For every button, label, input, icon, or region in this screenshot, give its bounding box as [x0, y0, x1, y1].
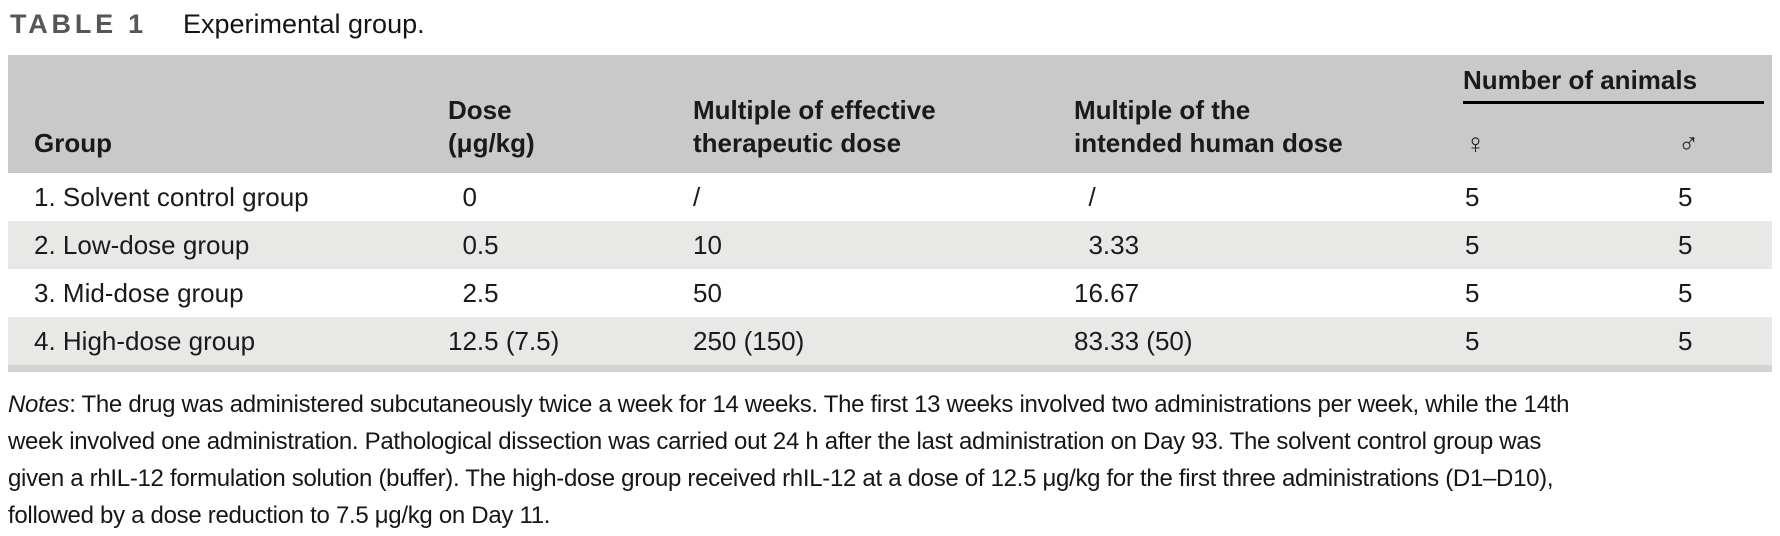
note-line: given a rhIL-12 formulation solution (bu… [8, 465, 1554, 492]
table-number-label: TABLE 1 [10, 9, 147, 39]
note-text: The drug was administered subcutaneously… [81, 391, 1570, 418]
table-title: TABLE 1 Experimental group. [0, 0, 1780, 41]
table-body: 1. Solvent control group 0//5 5 2. Low-dose… [8, 173, 1772, 369]
table-header: Group Dose (μg/kg) Multiple of effective… [8, 55, 1772, 173]
cell-male-count: 5 [1668, 317, 1772, 369]
cell-multiple-human: / [1066, 173, 1455, 221]
table-caption: Experimental group. [182, 9, 425, 39]
note-line: Notes: The drug was administered subcuta… [8, 386, 1780, 423]
table-row: 4. High-dose group 12.5 (7.5) 250 (150) 83.… [8, 317, 1772, 369]
column-header-number-of-animals: Number of animals [1455, 55, 1772, 117]
cell-female-count: 5 [1455, 317, 1668, 369]
table-row: 3. Mid-dose group 2.5 50 16.67 5 5 [8, 269, 1772, 317]
cell-multiple-effective: / [685, 173, 1066, 221]
column-header-multiple-human: Multiple of the intended human dose [1066, 55, 1455, 173]
cell-male-count: 5 [1668, 173, 1772, 221]
column-header-group: Group [8, 55, 440, 173]
table-notes: Notes: The drug was administered subcuta… [8, 386, 1780, 534]
experimental-group-table: Group Dose (μg/kg) Multiple of effective… [8, 55, 1772, 372]
note-line: followed by a dose reduction to 7.5 μg/k… [8, 502, 551, 529]
cell-multiple-effective: 50 [685, 269, 1066, 317]
column-header-dose: Dose (μg/kg) [440, 55, 685, 173]
table-row: 2. Low-dose group 0.5 10 3.33 5 5 [8, 221, 1772, 269]
cell-group: 1. Solvent control group [8, 173, 440, 221]
cell-female-count: 5 [1455, 221, 1668, 269]
notes-separator: : [69, 391, 82, 418]
number-of-animals-label: Number of animals [1463, 65, 1698, 95]
cell-male-count: 5 [1668, 269, 1772, 317]
cell-multiple-effective: 10 [685, 221, 1066, 269]
cell-female-count: 5 [1455, 269, 1668, 317]
cell-multiple-human: 83.33 (50) [1066, 317, 1455, 369]
male-symbol: ♂ [1668, 117, 1772, 173]
cell-male-count: 5 [1668, 221, 1772, 269]
cell-multiple-human: 3.33 [1066, 221, 1455, 269]
note-line: week involved one administration. Pathol… [8, 428, 1542, 455]
column-header-multiple-effective: Multiple of effective therapeutic dose [685, 55, 1066, 173]
cell-multiple-effective: 250 (150) [685, 317, 1066, 369]
cell-group: 4. High-dose group [8, 317, 440, 369]
cell-dose: 2.5 [440, 269, 685, 317]
cell-dose: 12.5 (7.5) [440, 317, 685, 369]
notes-label: Notes [8, 391, 70, 418]
cell-group: 2. Low-dose group [8, 221, 440, 269]
cell-dose: 0 [440, 173, 685, 221]
female-symbol: ♀ [1455, 117, 1668, 173]
number-of-animals-rule [1463, 101, 1764, 104]
cell-dose: 0.5 [440, 221, 685, 269]
cell-group: 3. Mid-dose group [8, 269, 440, 317]
table-row: 1. Solvent control group 0//5 5 [8, 173, 1772, 221]
cell-female-count: 5 [1455, 173, 1668, 221]
cell-multiple-human: 16.67 [1066, 269, 1455, 317]
